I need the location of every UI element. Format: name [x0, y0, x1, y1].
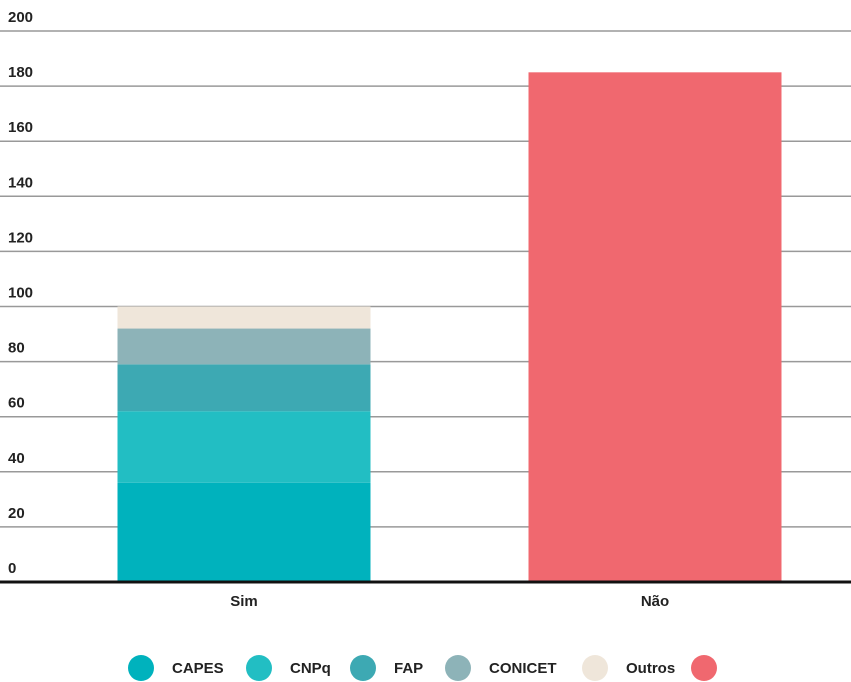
- y-tick-label: 140: [8, 174, 33, 191]
- legend-label: CAPES: [172, 660, 224, 677]
- legend-swatch: [128, 655, 154, 681]
- bar-segment: [528, 72, 782, 582]
- y-tick-label: 20: [8, 505, 25, 522]
- x-tick-label: Não: [641, 593, 669, 610]
- bar-segment: [117, 411, 371, 483]
- y-tick-label: 100: [8, 284, 33, 301]
- x-tick-label: Sim: [230, 593, 258, 610]
- legend-label: CONICET: [489, 660, 557, 677]
- legend-label: Outros: [626, 660, 675, 677]
- bar-segment: [117, 328, 371, 365]
- bar-segment: [117, 482, 371, 582]
- legend-label: FAP: [394, 660, 423, 677]
- legend-swatch: [350, 655, 376, 681]
- legend-swatch: [691, 655, 717, 681]
- legend-swatch: [445, 655, 471, 681]
- bar-segment: [117, 306, 371, 329]
- legend-label: CNPq: [290, 660, 331, 677]
- y-tick-label: 200: [8, 9, 33, 26]
- bar-segment: [117, 364, 371, 412]
- y-tick-label: 120: [8, 229, 33, 246]
- y-tick-label: 180: [8, 64, 33, 81]
- y-tick-label: 40: [8, 450, 25, 467]
- legend-swatch: [582, 655, 608, 681]
- y-tick-label: 0: [8, 560, 16, 577]
- legend-swatch: [246, 655, 272, 681]
- y-tick-label: 160: [8, 119, 33, 136]
- y-tick-label: 60: [8, 395, 25, 412]
- y-tick-label: 80: [8, 340, 25, 357]
